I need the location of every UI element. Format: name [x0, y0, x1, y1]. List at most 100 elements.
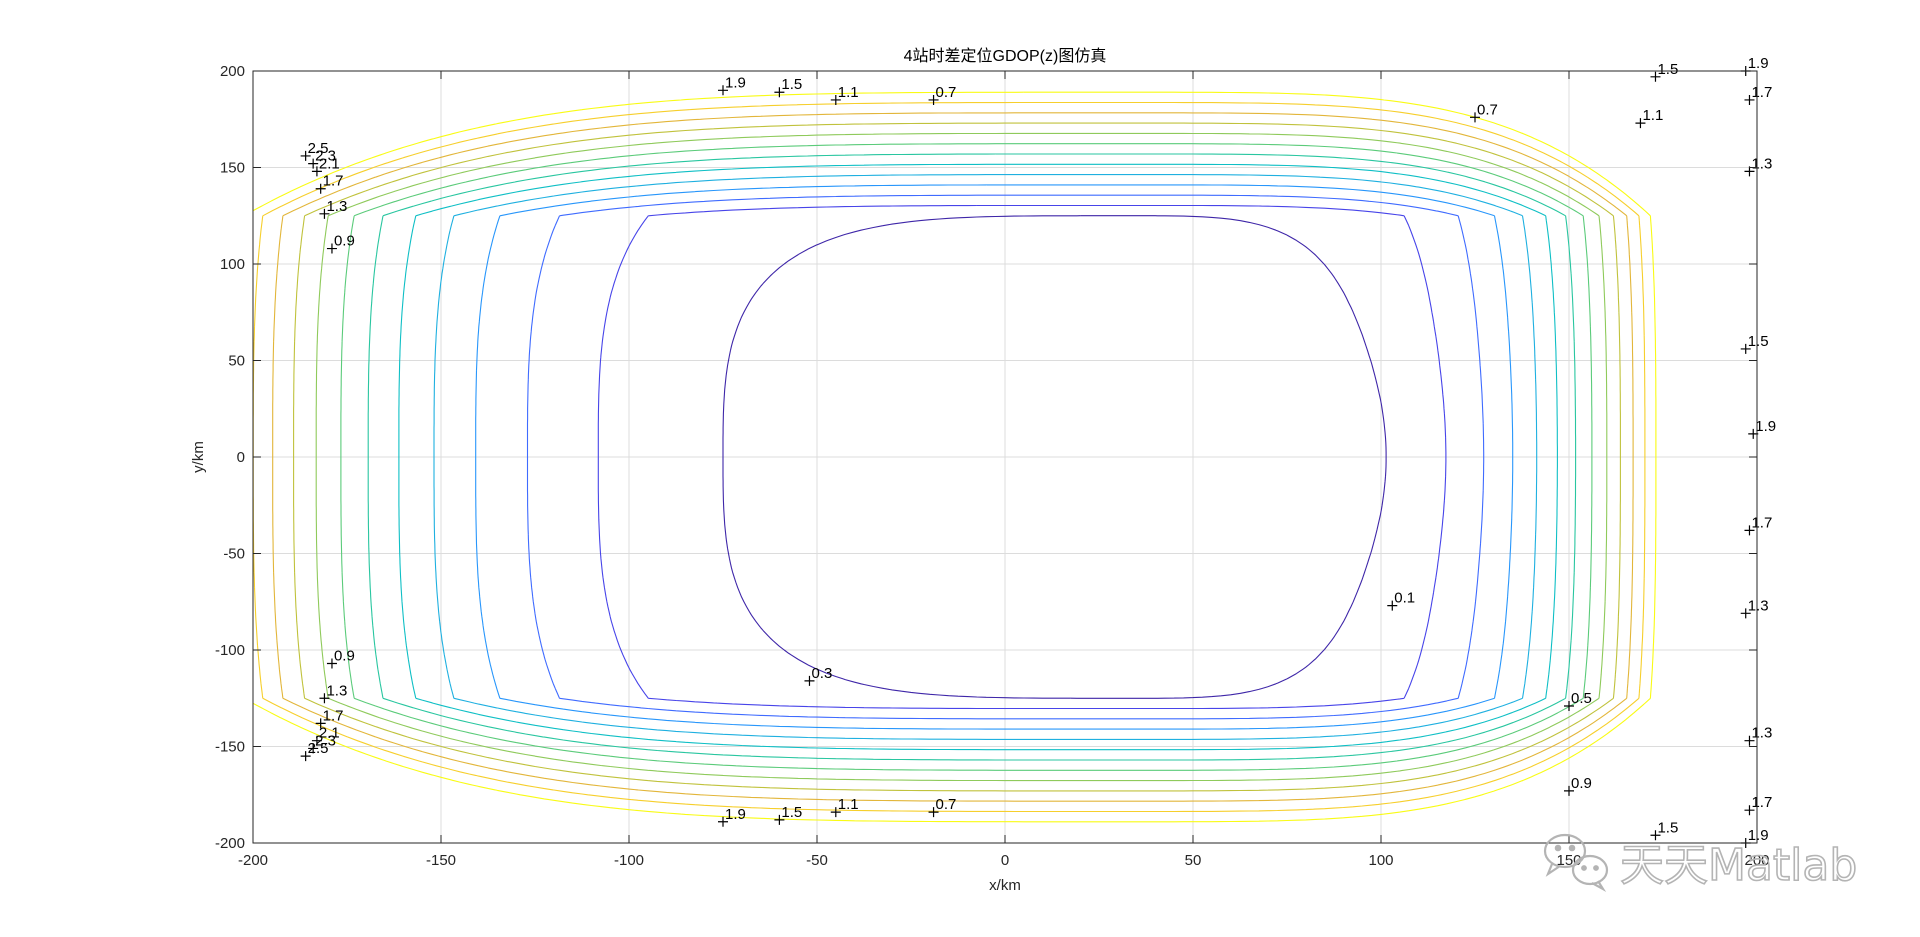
contour-label-text: 2.3 [315, 732, 336, 749]
contour-label-marker [315, 183, 326, 194]
contour-label-text: 2.1 [319, 725, 340, 742]
contour-label: 1.3 [1740, 597, 1769, 619]
contour-label-marker [774, 814, 785, 825]
contour-label: 2.3 [308, 148, 336, 169]
contour-label-marker [830, 807, 841, 818]
contour-label-text: 0.9 [334, 233, 355, 250]
contour-label-text: 1.1 [1642, 107, 1663, 124]
contour-label-marker [326, 243, 337, 254]
contour-line-2-1 [272, 112, 1634, 802]
contour-label-text: 2.3 [315, 148, 336, 165]
contour-label-text: 0.9 [1571, 775, 1592, 792]
contour-label-text: 1.7 [323, 707, 344, 724]
x-tick-label: -150 [426, 852, 456, 869]
contour-label-text: 1.7 [1751, 794, 1772, 811]
x-tick-label: -100 [614, 852, 644, 869]
y-tick-label: 200 [220, 63, 245, 80]
contour-label-text: 1.7 [1751, 84, 1772, 101]
contour-label: 1.9 [718, 806, 746, 827]
y-tick-label: 150 [220, 160, 245, 177]
watermark: 天天Matlab [1543, 833, 1858, 892]
contour-labels: 0.1 0.3 0.5 0.7 0.7 0.7 0.9 0.9 0.9 1.1 1.1 1.1 1.3 1… [300, 55, 1776, 848]
contour-label-text: 1.9 [1755, 418, 1776, 435]
y-tick-label: -100 [215, 642, 245, 659]
contour-lines [253, 91, 1657, 823]
x-axis-label: x/km [989, 877, 1021, 894]
contour-label: 1.5 [774, 804, 802, 825]
contour-label-marker [718, 816, 728, 827]
contour-label: 1.5 [1740, 333, 1769, 354]
contour-label-marker [300, 150, 311, 161]
contour-label: 2.3 [308, 732, 336, 754]
contour-label-text: 2.1 [319, 155, 340, 172]
contour-label-text: 0.9 [334, 648, 355, 665]
contour-label-marker [928, 94, 939, 105]
contour-label-text: 0.7 [936, 796, 957, 813]
wechat-icon [1543, 833, 1609, 892]
contour-label-text: 1.9 [1748, 55, 1769, 72]
contour-label: 1.1 [830, 796, 859, 818]
contour-label: 0.9 [326, 648, 355, 669]
contour-label-marker [311, 735, 322, 746]
x-tick-label: 0 [1001, 852, 1009, 869]
contour-line-2-5 [253, 91, 1657, 823]
contour-label-text: 0.7 [1477, 101, 1498, 118]
contour-label-text: 1.3 [1751, 725, 1772, 742]
contour-label: 0.9 [1564, 775, 1592, 796]
contour-label: 2.5 [300, 740, 328, 762]
contour-label-marker [1470, 112, 1480, 123]
contour-label-marker [319, 208, 330, 219]
contour-label-text: 1.1 [838, 84, 859, 101]
x-tick-label: 200 [1744, 852, 1769, 869]
contour-label: 1.5 [1650, 819, 1678, 841]
contour-label-marker [1740, 343, 1751, 354]
contour-label-marker [1744, 525, 1755, 536]
contour-line-1-7 [315, 132, 1608, 782]
x-tick-label: 100 [1368, 852, 1393, 869]
contour-label-marker [1564, 785, 1574, 796]
y-tick-label: -50 [223, 546, 245, 563]
contour-label-text: 1.3 [326, 682, 347, 699]
contour-label-text: 1.5 [781, 804, 802, 821]
contour-label-text: 1.9 [725, 806, 746, 823]
contour-label-text: 0.1 [1394, 590, 1415, 607]
contour-label: 1.3 [319, 682, 347, 704]
contour-label: 1.5 [1650, 61, 1678, 82]
contour-label-marker [319, 693, 330, 704]
contour-label-marker [1744, 94, 1755, 105]
contour-line-0-3 [597, 204, 1447, 710]
contour-label-text: 1.7 [323, 173, 344, 190]
contour-label-text: 1.5 [1748, 333, 1769, 350]
x-tick-label: -50 [806, 852, 828, 869]
x-tick-label: -200 [238, 852, 268, 869]
contour-label-marker [1564, 700, 1574, 711]
contour-label-marker [308, 158, 319, 169]
contour-label-marker [1387, 600, 1398, 611]
contour-label: 1.7 [315, 707, 344, 729]
contour-label-marker [300, 751, 311, 762]
contour-line-1-9 [293, 122, 1621, 792]
contour-label: 0.7 [928, 796, 957, 818]
contour-label-marker [311, 166, 322, 177]
contour-label-marker [315, 718, 326, 729]
contour-line-0-1 [722, 215, 1387, 699]
contour-label-marker [928, 807, 939, 818]
y-tick-label: 50 [228, 353, 245, 370]
y-tick-label: 100 [220, 256, 245, 273]
contour-label: 1.9 [718, 74, 746, 96]
y-tick-label: 0 [237, 449, 245, 466]
contour-label-text: 1.5 [781, 76, 802, 93]
contour-line-0-7 [475, 184, 1514, 730]
chart-title: 4站时差定位GDOP(z)图仿真 [904, 47, 1107, 65]
contour-label: 1.3 [319, 198, 347, 219]
y-tick-label: -150 [215, 739, 245, 756]
contour-label-marker [1650, 71, 1661, 82]
contour-line-1-1 [398, 163, 1558, 751]
contour-label-marker [774, 87, 785, 98]
contour-label-text: 1.5 [1657, 61, 1678, 78]
contour-label: 0.9 [326, 233, 355, 254]
contour-label-text: 0.3 [811, 665, 832, 682]
contour-label-text: 0.7 [936, 84, 957, 101]
contour-label-marker [1744, 805, 1755, 816]
